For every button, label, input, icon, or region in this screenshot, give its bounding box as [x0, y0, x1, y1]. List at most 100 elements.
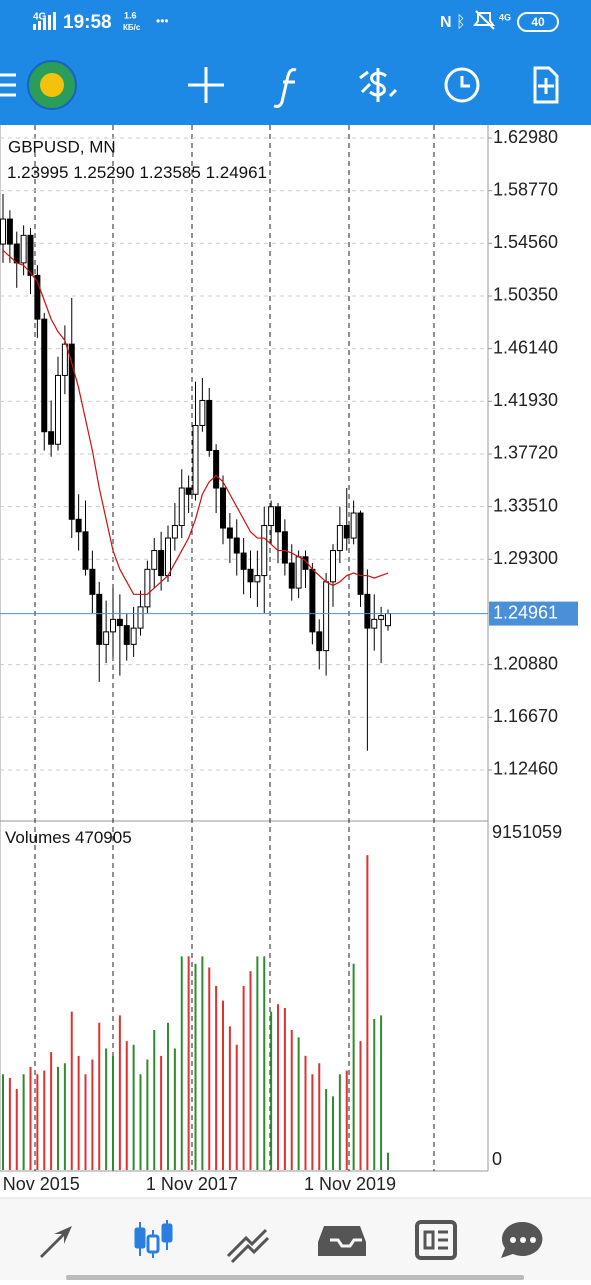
icon-part [520, 1237, 526, 1243]
signal [43, 18, 46, 30]
y-tick-label: 1.29300 [493, 548, 558, 568]
candle-body [213, 449, 220, 489]
candle-body [199, 399, 206, 426]
candle-body [220, 487, 226, 529]
symbol-title: GBPUSD, MN [8, 137, 116, 156]
candle-body [268, 506, 275, 527]
candle-body [151, 550, 158, 570]
candle-body [295, 556, 302, 589]
logo-inner [40, 73, 64, 97]
candle-body [309, 568, 316, 633]
history-hands [460, 76, 470, 88]
moving-average [2, 249, 389, 595]
y-tick-label: 1.12460 [493, 759, 558, 779]
bottom-nav [0, 1198, 591, 1280]
x-tick-label: 1 Nov 2015 [0, 1174, 80, 1194]
candle-body [158, 550, 165, 577]
candle-body [343, 525, 350, 539]
ohlc-open: 1.23995 [7, 163, 68, 182]
icon-part [330, 1238, 362, 1248]
crosshair-icon[interactable] [188, 67, 224, 103]
y-tick-label: 1.41930 [493, 390, 558, 410]
function-icon[interactable] [273, 68, 297, 108]
candle-body [192, 424, 199, 495]
candle-body [130, 627, 137, 645]
icon-part [423, 1230, 448, 1250]
volume-label: Volumes [5, 828, 70, 847]
volume-title: Volumes 470905 [5, 828, 132, 847]
candle-body [364, 593, 371, 629]
candle-body [137, 606, 144, 629]
icon-part [134, 1227, 146, 1249]
network-right: 4G [499, 12, 511, 22]
history-icon[interactable] [444, 67, 480, 103]
y-tick-label: 1.62980 [493, 127, 558, 147]
candle-body [378, 615, 385, 620]
candle-body [261, 525, 268, 577]
y-tick-label: 1.33510 [493, 495, 558, 515]
candle-body [165, 537, 171, 577]
clock: 19:58 [63, 12, 112, 33]
news-tab[interactable] [415, 1220, 457, 1260]
candle-body [247, 568, 254, 583]
ohlc-low: 1.23585 [139, 163, 200, 182]
status-bar: 4G 19:58 1.6 КБ/с ••• N ᛒ 4G 40 [33, 10, 559, 33]
new-order-icon[interactable] [533, 66, 559, 104]
candle-body [330, 550, 336, 583]
icon-part [510, 1237, 516, 1243]
candle-body [55, 374, 61, 445]
ohlc-high: 1.25290 [73, 163, 134, 182]
candle-body [350, 512, 357, 539]
candle-body [240, 552, 247, 570]
toolbar [0, 60, 559, 110]
battery [517, 12, 559, 32]
history-tab[interactable] [318, 1226, 366, 1256]
signal [38, 21, 41, 30]
mute [473, 10, 495, 30]
ohlc-line: 1.23995 1.25290 1.23585 1.24961 [7, 163, 267, 182]
candle-body [41, 318, 48, 433]
signal [48, 15, 51, 30]
candle-body [323, 581, 330, 652]
ohlc-close: 1.24961 [206, 163, 267, 182]
nav-icons [40, 1220, 543, 1264]
trade-tab[interactable] [226, 1228, 270, 1264]
y-tick-label: 1.54560 [493, 232, 558, 252]
battery-level: 40 [531, 15, 545, 29]
volume-current: 470905 [75, 828, 132, 847]
candle-body [0, 218, 6, 245]
candle-body [13, 243, 20, 264]
icon-part [161, 1223, 173, 1243]
candle-body [27, 234, 34, 276]
quotes-tab[interactable] [40, 1226, 72, 1258]
home-indicator [66, 1275, 524, 1280]
candle-body [75, 518, 82, 533]
candle-body [116, 618, 123, 627]
x-tick-label: 1 Nov 2019 [304, 1174, 396, 1194]
candle-body [110, 618, 116, 633]
candle-body [89, 568, 96, 595]
y-tick-label: 1.37720 [493, 443, 558, 463]
candle-body [226, 527, 233, 539]
candle-body [233, 537, 240, 554]
bt: ᛒ [456, 14, 466, 31]
nfc: N [440, 14, 452, 31]
icon-part [530, 1237, 536, 1243]
y-tick-label: 1.58770 [493, 179, 558, 199]
signal [33, 24, 36, 30]
candle-body [275, 506, 281, 533]
candle-body [61, 343, 68, 376]
candle-body [144, 568, 151, 608]
chart-tab[interactable] [134, 1220, 173, 1258]
trade-icon[interactable] [359, 68, 398, 102]
signal [53, 12, 56, 30]
candle-body [82, 531, 89, 570]
y-tick-label: 1.16670 [493, 706, 558, 726]
menu[interactable] [0, 73, 16, 97]
current-price-tag [489, 601, 578, 626]
candle-body [185, 487, 192, 495]
y-tick-label: 0 [492, 1149, 502, 1169]
candle-body [68, 343, 75, 520]
candle-body [385, 613, 391, 627]
